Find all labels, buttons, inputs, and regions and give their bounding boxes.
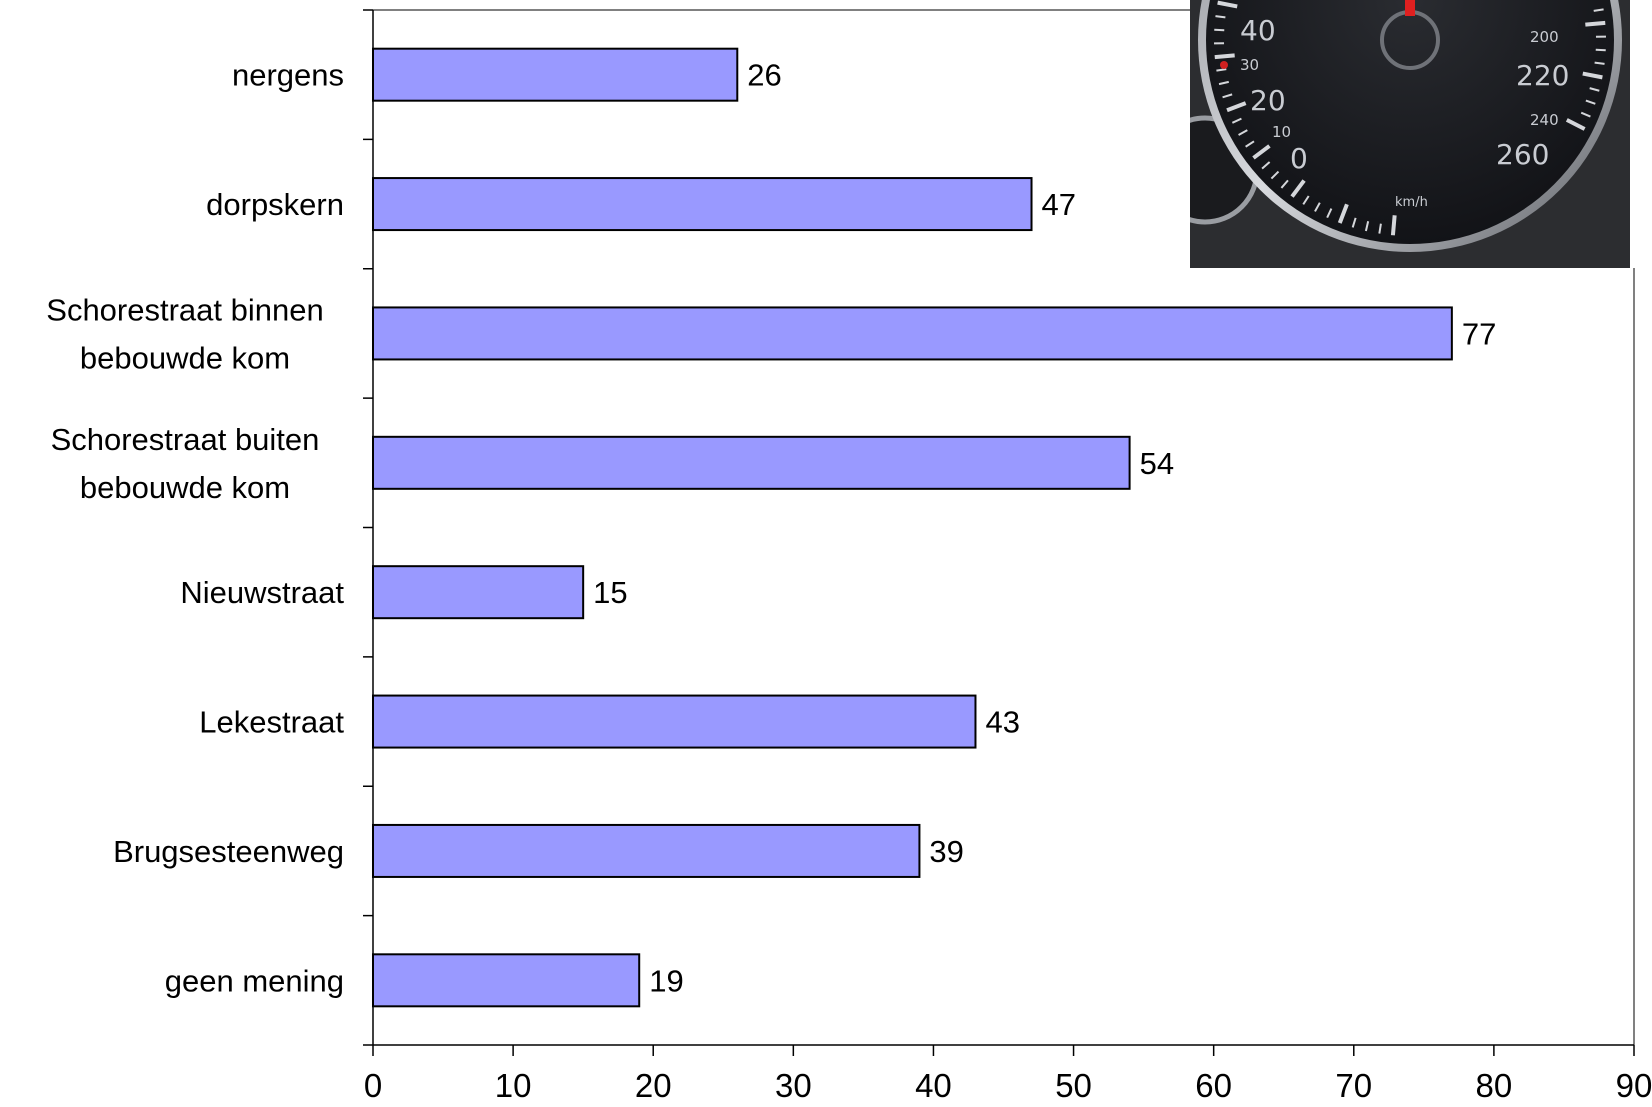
speedo-tick (1378, 223, 1382, 234)
category-label: Schorestraat binnen (46, 292, 323, 327)
x-tick-label: 0 (364, 1067, 382, 1104)
chart-bars (372, 47, 1453, 1008)
value-label: 77 (1462, 316, 1496, 351)
category-label: Lekestraat (199, 705, 344, 740)
speedo-tick (1594, 61, 1605, 65)
x-tick-label: 90 (1616, 1067, 1652, 1104)
speedo-label-10: 10 (1272, 123, 1291, 141)
speedo-tick (1222, 93, 1233, 99)
speedo-tick (1326, 208, 1333, 219)
speedo-tick (1351, 217, 1357, 228)
bar (372, 47, 739, 102)
x-tick-label: 20 (635, 1067, 672, 1104)
x-tick-label: 30 (775, 1067, 812, 1104)
speedo-dial (1206, 0, 1614, 244)
speedo-tick (1580, 111, 1591, 118)
speedo-tick (1216, 68, 1227, 72)
value-labels: 26 47 77 54 15 43 39 19 (593, 58, 1496, 999)
speedo-label-0: 0 (1290, 142, 1308, 175)
category-label: Nieuwstraat (180, 575, 344, 610)
speedo-label-260: 260 (1496, 138, 1549, 171)
speedo-tick (1390, 215, 1397, 236)
x-tick-label: 70 (1335, 1067, 1372, 1104)
speedo-tick (1364, 221, 1370, 232)
speedo-tick (1585, 20, 1606, 27)
speedo-tick (1261, 161, 1271, 170)
value-label: 15 (593, 575, 627, 610)
speedo-tick (1215, 15, 1226, 19)
speedometer-photo: 40 30 20 10 0 200 220 240 260 km/h (1190, 0, 1630, 268)
speedo-tick (1214, 28, 1225, 32)
speedo-tick (1302, 195, 1310, 205)
speedo-tick (1280, 179, 1289, 189)
category-label: Brugsesteenweg (113, 834, 344, 869)
bar (372, 823, 921, 878)
category-label: Schorestraat buiten (51, 422, 320, 457)
speedo-label-20: 20 (1250, 84, 1286, 117)
speedo-tick (1214, 53, 1235, 60)
speedo-tick (1589, 87, 1600, 92)
speedo-tick (1593, 8, 1604, 12)
speedo-label-240: 240 (1530, 111, 1559, 129)
speedo-tick (1290, 179, 1306, 198)
speedo-label-200: 200 (1530, 28, 1559, 46)
speedo-tick (1217, 0, 1238, 9)
category-labels: nergens dorpskern Schorestraat binnen bebou… (46, 58, 344, 999)
speedo-needle (1405, 0, 1415, 16)
value-label: 47 (1042, 187, 1076, 222)
category-label: dorpskern (206, 187, 344, 222)
category-label: bebouwde kom (80, 340, 290, 375)
speedo-unit: km/h (1395, 195, 1428, 210)
x-tick-label: 50 (1055, 1067, 1092, 1104)
speedo-tick (1245, 140, 1255, 148)
bar (372, 953, 641, 1008)
speedo-label-40: 40 (1240, 14, 1276, 47)
bar (372, 306, 1453, 361)
value-label: 26 (747, 58, 781, 93)
speedo-label-30: 30 (1240, 56, 1259, 74)
bar (372, 565, 585, 620)
category-label: geen mening (165, 963, 344, 998)
speedo-red-marker (1220, 61, 1228, 69)
speedo-tick (1238, 129, 1248, 136)
x-tick-labels: 0 10 20 30 40 50 60 70 80 90 (364, 1067, 1652, 1104)
speedo-ticks (1214, 0, 1606, 236)
value-label: 19 (649, 963, 683, 998)
speedo-tick (1218, 80, 1229, 86)
speedo-tick (1585, 99, 1596, 105)
speedo-tick (1337, 203, 1349, 224)
category-label: nergens (232, 58, 344, 93)
bar (372, 435, 1131, 490)
bar (372, 694, 977, 749)
speedo-tick (1565, 118, 1586, 131)
speedo-tick (1314, 202, 1321, 212)
x-tick-label: 60 (1195, 1067, 1232, 1104)
speedo-tick (1252, 144, 1271, 160)
value-label: 39 (929, 834, 963, 869)
speedo-tick (1582, 71, 1603, 80)
category-label: bebouwde kom (80, 470, 290, 505)
speedo-tick (1270, 170, 1280, 180)
x-tick-label: 80 (1476, 1067, 1513, 1104)
bar (372, 177, 1033, 232)
speedo-tick (1231, 117, 1242, 124)
speedo-tick (1595, 48, 1606, 52)
speedo-tick (1226, 101, 1247, 113)
value-label: 43 (985, 705, 1019, 740)
speedo-label-220: 220 (1516, 59, 1569, 92)
value-label: 54 (1140, 446, 1174, 481)
x-tick-label: 10 (495, 1067, 532, 1104)
x-tick-label: 40 (915, 1067, 952, 1104)
